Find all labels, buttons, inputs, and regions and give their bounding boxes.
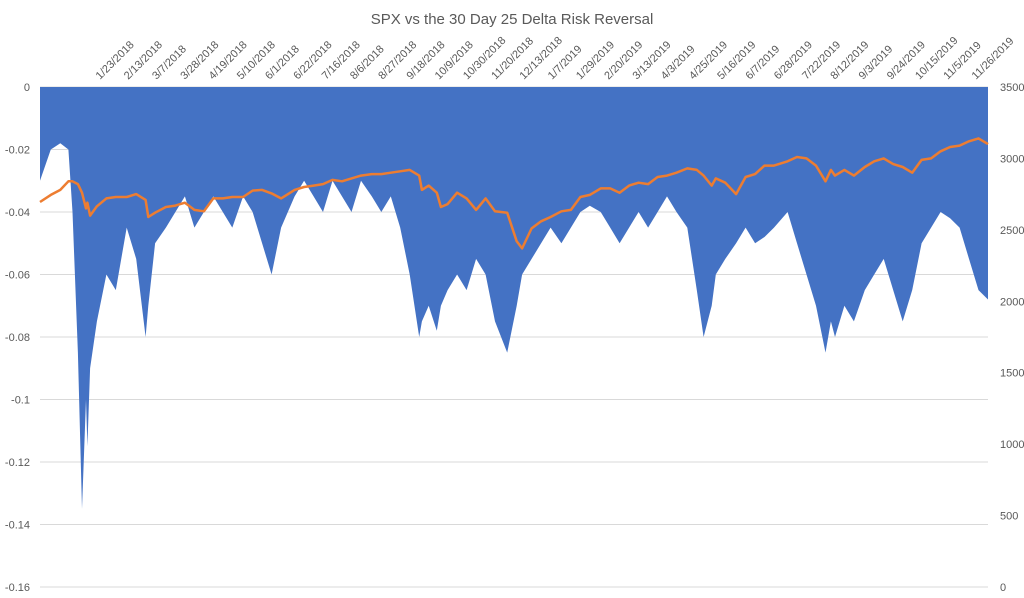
left-tick-label: 0 (24, 82, 30, 94)
left-tick-label: -0.08 (5, 332, 30, 344)
right-tick-label: 2500 (1000, 225, 1024, 237)
left-tick-label: -0.02 (5, 145, 30, 157)
spx-line-path (39, 137, 989, 250)
left-axis-ticks: 0 -0.02 -0.04 -0.06 -0.08 -0.1 -0.12 -0.14 -0.16 (5, 82, 30, 594)
risk-reversal-area-path (40, 87, 988, 509)
x-axis-ticks: 1/23/20182/13/20183/7/20183/28/20184/19/… (94, 35, 1017, 82)
right-tick-label: 0 (1000, 582, 1006, 594)
right-tick-label: 3000 (1000, 153, 1024, 165)
right-tick-label: 2000 (1000, 296, 1024, 308)
left-tick-label: -0.14 (5, 520, 30, 532)
chart-title: SPX vs the 30 Day 25 Delta Risk Reversal (371, 11, 654, 28)
right-tick-label: 1500 (1000, 368, 1024, 380)
left-tick-label: -0.04 (5, 207, 30, 219)
left-tick-label: -0.12 (5, 457, 30, 469)
left-tick-label: -0.06 (5, 270, 30, 282)
right-tick-label: 3500 (1000, 82, 1024, 94)
right-tick-label: 1000 (1000, 439, 1024, 451)
right-axis-ticks: 0 500 1000 1500 2000 2500 3000 3500 (1000, 82, 1024, 594)
risk-reversal-area (40, 87, 988, 509)
right-tick-label: 500 (1000, 511, 1018, 523)
spx-line (39, 137, 989, 250)
left-tick-label: -0.16 (5, 582, 30, 594)
left-tick-label: -0.1 (11, 395, 30, 407)
